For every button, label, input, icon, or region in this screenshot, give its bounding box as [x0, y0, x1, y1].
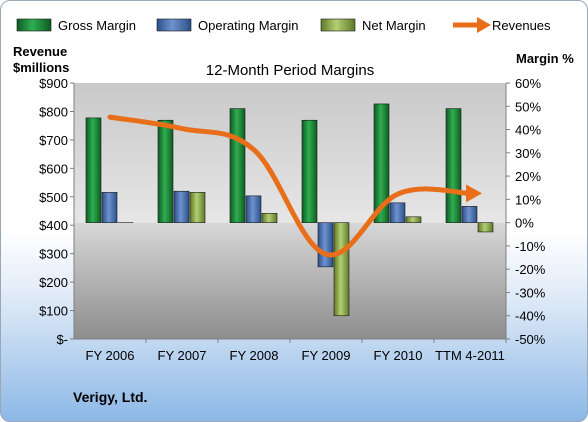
- category-label: FY 2006: [86, 348, 135, 363]
- bar-net-margin: [261, 213, 278, 223]
- right-tick-label: 20%: [515, 169, 541, 184]
- company-name: Verigy, Ltd.: [73, 389, 147, 405]
- left-tick-label: $500: [39, 190, 68, 205]
- bar-net-margin: [333, 222, 350, 317]
- right-tick-label: -30%: [515, 285, 546, 300]
- category-label: FY 2007: [158, 348, 207, 363]
- legend-label-operating-margin: Operating Margin: [198, 18, 298, 33]
- right-tick-label: 10%: [515, 192, 541, 207]
- bar-net-margin: [189, 192, 206, 223]
- plot-area-lower: [74, 222, 506, 339]
- bar-gross-margin: [373, 103, 390, 223]
- left-tick-label: $200: [39, 275, 68, 290]
- right-axis-title: Margin %: [516, 51, 574, 66]
- left-tick-label: $800: [39, 104, 68, 119]
- left-tick-label: $900: [39, 76, 68, 91]
- legend-label-gross-margin: Gross Margin: [58, 18, 136, 33]
- right-tick-label: 50%: [515, 99, 541, 114]
- legend-label-net-margin: Net Margin: [362, 18, 426, 33]
- bar-gross-margin: [301, 119, 318, 223]
- right-tick-label: -10%: [515, 239, 546, 254]
- right-tick-label: 40%: [515, 123, 541, 138]
- left-tick-label: $700: [39, 133, 68, 148]
- bar-gross-margin: [229, 108, 246, 223]
- right-tick-label: 60%: [515, 76, 541, 91]
- legend-arrow-revenues: [477, 17, 491, 33]
- category-label: FY 2009: [302, 348, 351, 363]
- bar-operating-margin: [245, 195, 262, 223]
- right-tick-label: -50%: [515, 332, 546, 347]
- bar-gross-margin: [85, 117, 102, 223]
- revenues-arrowhead: [466, 184, 482, 203]
- legend-swatch-net-margin: [320, 18, 356, 32]
- left-tick-label: $600: [39, 161, 68, 176]
- left-tick-label: $100: [39, 304, 68, 319]
- legend-swatch-gross-margin: [16, 18, 52, 32]
- right-tick-label: 0%: [515, 216, 534, 231]
- chart-title: 12-Month Period Margins: [206, 62, 374, 79]
- revenues-line: [107, 114, 473, 258]
- left-axis-title-line1: Revenue: [13, 44, 67, 59]
- bar-net-margin: [477, 222, 494, 233]
- left-tick-label: $-: [56, 332, 68, 347]
- right-tick-label: -20%: [515, 262, 546, 277]
- category-label: FY 2008: [230, 348, 279, 363]
- left-tick-label: $300: [39, 247, 68, 262]
- bar-gross-margin: [445, 108, 462, 223]
- legend-swatch-operating-margin: [156, 18, 192, 32]
- bar-gross-margin: [157, 119, 174, 223]
- bar-operating-margin: [389, 202, 406, 223]
- bar-net-margin: [405, 216, 422, 223]
- left-tick-label: $400: [39, 218, 68, 233]
- right-tick-label: -40%: [515, 309, 546, 324]
- category-label: FY 2010: [374, 348, 423, 363]
- legend-label-revenues: Revenues: [492, 18, 551, 33]
- bar-operating-margin: [317, 222, 334, 268]
- right-tick-label: 30%: [515, 146, 541, 161]
- bar-operating-margin: [461, 206, 478, 223]
- plot-area-upper: [74, 83, 506, 223]
- bar-operating-margin: [173, 190, 190, 223]
- bar-operating-margin: [101, 192, 118, 223]
- left-axis-title-line2: $millions: [13, 60, 69, 75]
- category-label: TTM 4-2011: [435, 348, 505, 363]
